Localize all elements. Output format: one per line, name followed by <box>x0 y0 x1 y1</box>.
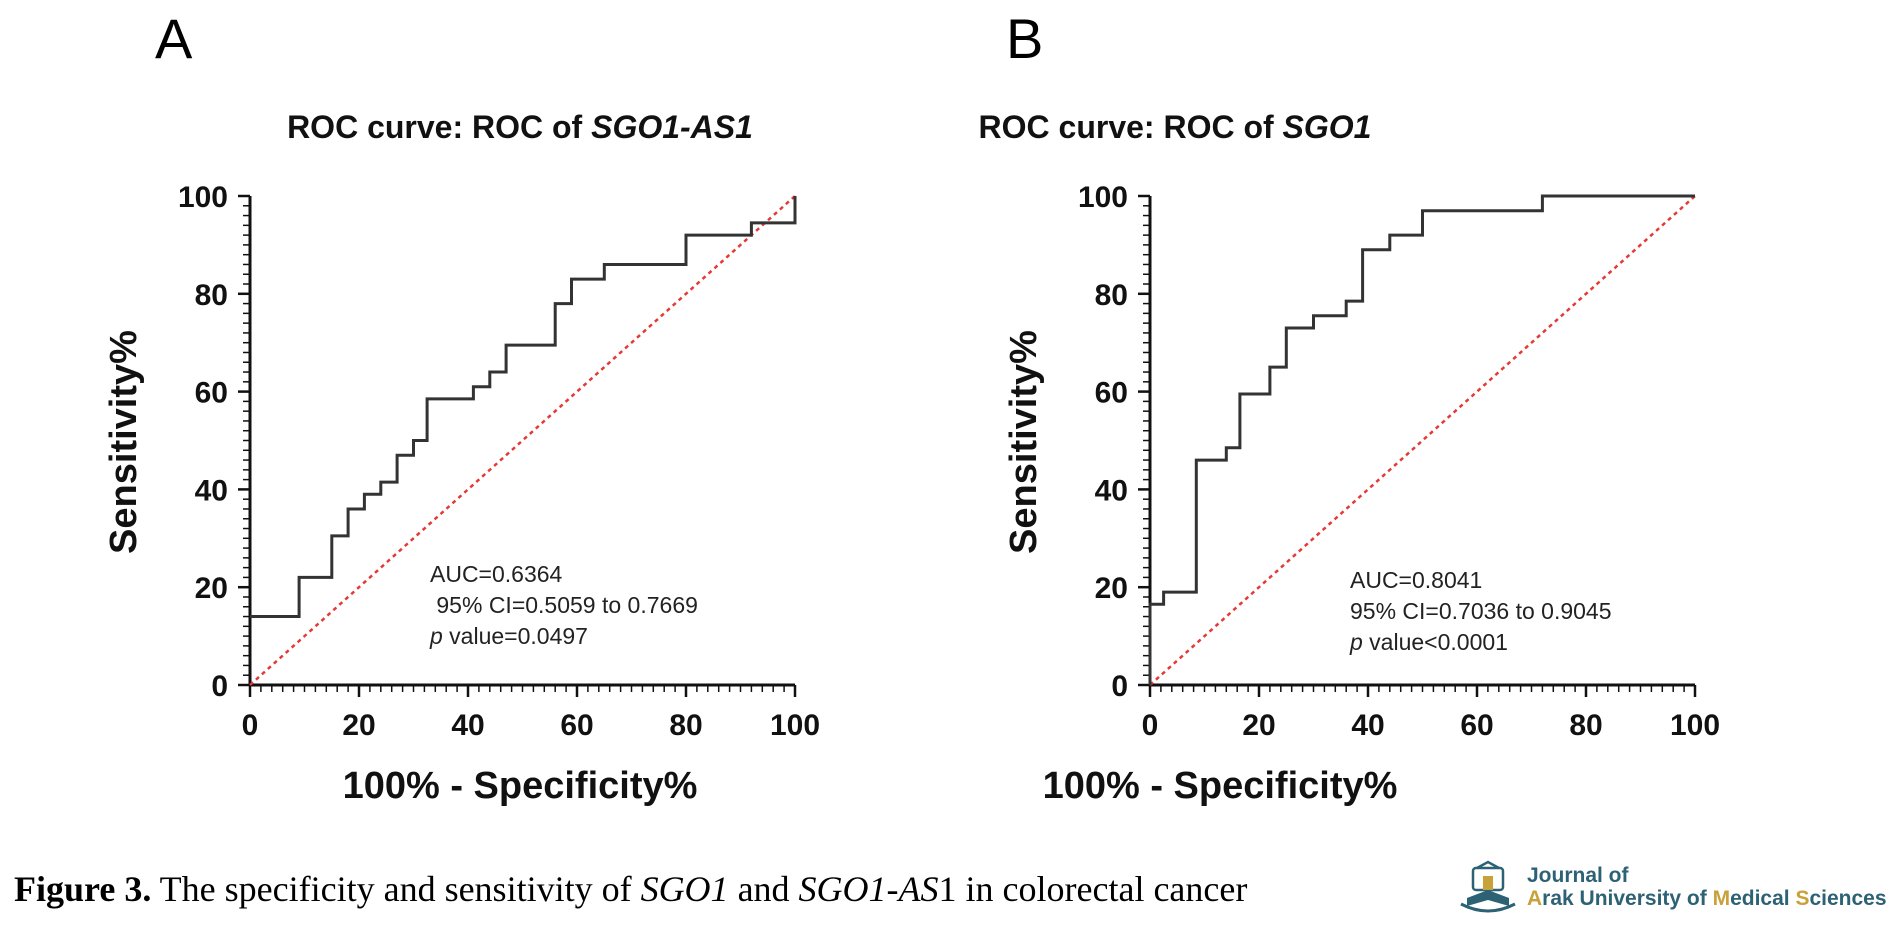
y-tick-label: 60 <box>1095 377 1128 410</box>
y-tick-label: 0 <box>211 670 228 703</box>
journal-word-2: edical <box>1730 887 1796 910</box>
p-symbol: p <box>1349 629 1363 655</box>
x-tick-label: 20 <box>1242 709 1275 742</box>
y-tick-label: 0 <box>1111 670 1128 703</box>
roc-curve <box>250 196 797 618</box>
y-axis-title: Sensitivity% <box>1003 330 1045 554</box>
caption-gene-2: SGO1-AS <box>798 869 939 909</box>
roc-curve <box>1148 194 1695 685</box>
journal-word-3: ciences <box>1809 887 1887 910</box>
roc-chart-a: A ROC curve: ROC of SGO1-AS1 0 20 40 60 80 10… <box>103 7 820 807</box>
y-tick-label: 100 <box>178 181 228 214</box>
y-tick-label: 20 <box>1095 572 1128 605</box>
journal-emblem-icon <box>1460 860 1516 913</box>
p-value: value=0.0497 <box>443 623 588 649</box>
chart-title-gene: SGO1 <box>1283 109 1372 145</box>
y-tick-label: 100 <box>1078 181 1128 214</box>
x-tick-label: 80 <box>669 709 702 742</box>
roc-panel-b: B ROC curve: ROC of SGO1 0 20 40 60 80 100 0 20… <box>900 0 1840 840</box>
y-tick-label: 80 <box>1095 279 1128 312</box>
caption-label: Figure 3. <box>14 869 152 909</box>
x-tick-label: 40 <box>451 709 484 742</box>
x-tick-label: 100 <box>1670 709 1720 742</box>
x-tick-label: 60 <box>560 709 593 742</box>
caption-text-1: The specificity and sensitivity of <box>151 869 641 909</box>
ticks: 0 20 40 60 80 100 0 20 40 60 80 100 <box>178 181 820 742</box>
y-axis-title: Sensitivity% <box>103 330 145 554</box>
chart-title-prefix: ROC curve: ROC of <box>979 109 1283 145</box>
journal-line-2: Arak University of Medical Sciences <box>1527 887 1887 910</box>
auc-text: AUC=0.6364 <box>430 561 563 587</box>
x-tick-label: 80 <box>1569 709 1602 742</box>
p-symbol: p <box>429 623 443 649</box>
p-value-text: p value<0.0001 <box>1349 629 1508 655</box>
caption-text-2: and <box>728 869 799 909</box>
x-tick-label: 0 <box>1142 709 1159 742</box>
x-tick-label: 100 <box>770 709 820 742</box>
y-tick-label: 40 <box>195 474 228 507</box>
x-tick-label: 0 <box>242 709 259 742</box>
journal-name: Journal of Arak University of Medical Sc… <box>1527 864 1887 910</box>
roc-chart-b: B ROC curve: ROC of SGO1 0 20 40 60 80 100 0 20… <box>979 7 1721 807</box>
y-tick-label: 80 <box>195 279 228 312</box>
roc-panel-a: A ROC curve: ROC of SGO1-AS1 0 20 40 60 80 10… <box>0 0 940 840</box>
journal-initial-m: M <box>1712 887 1731 910</box>
ci-text: 95% CI=0.7036 to 0.9045 <box>1350 598 1612 624</box>
chart-title: ROC curve: ROC of SGO1 <box>979 109 1372 145</box>
journal-word-1: rak University of <box>1542 887 1713 910</box>
caption-text-3: 1 in colorectal cancer <box>938 869 1248 909</box>
ci-text: 95% CI=0.5059 to 0.7669 <box>430 592 698 618</box>
ticks: 0 20 40 60 80 100 0 20 40 60 80 100 <box>1078 181 1720 742</box>
y-tick-label: 20 <box>195 572 228 605</box>
p-value: value<0.0001 <box>1363 629 1508 655</box>
chart-title-prefix: ROC curve: ROC of <box>287 109 591 145</box>
chart-title-gene: SGO1-AS1 <box>591 109 753 145</box>
reference-diagonal <box>1149 195 1696 686</box>
x-tick-label: 20 <box>342 709 375 742</box>
journal-initial-a: A <box>1527 887 1543 910</box>
reference-diagonal <box>249 195 796 686</box>
y-tick-label: 40 <box>1095 474 1128 507</box>
figure-caption: Figure 3. The specificity and sensitivit… <box>14 868 1247 910</box>
journal-line-1: Journal of <box>1527 864 1629 887</box>
p-value-text: p value=0.0497 <box>429 623 588 649</box>
y-tick-label: 60 <box>195 377 228 410</box>
auc-text: AUC=0.8041 <box>1350 567 1482 593</box>
x-axis-title: 100% - Specificity% <box>343 765 698 807</box>
x-tick-label: 60 <box>1460 709 1493 742</box>
panel-label: A <box>155 7 193 70</box>
journal-initial-s: S <box>1795 887 1810 910</box>
chart-title: ROC curve: ROC of SGO1-AS1 <box>287 109 753 145</box>
journal-logo: Journal of Arak University of Medical Sc… <box>1455 860 1887 920</box>
x-axis-title: 100% - Specificity% <box>1043 765 1398 807</box>
caption-gene-1: SGO1 <box>640 869 729 909</box>
x-tick-label: 40 <box>1351 709 1384 742</box>
panel-label: B <box>1006 7 1043 70</box>
